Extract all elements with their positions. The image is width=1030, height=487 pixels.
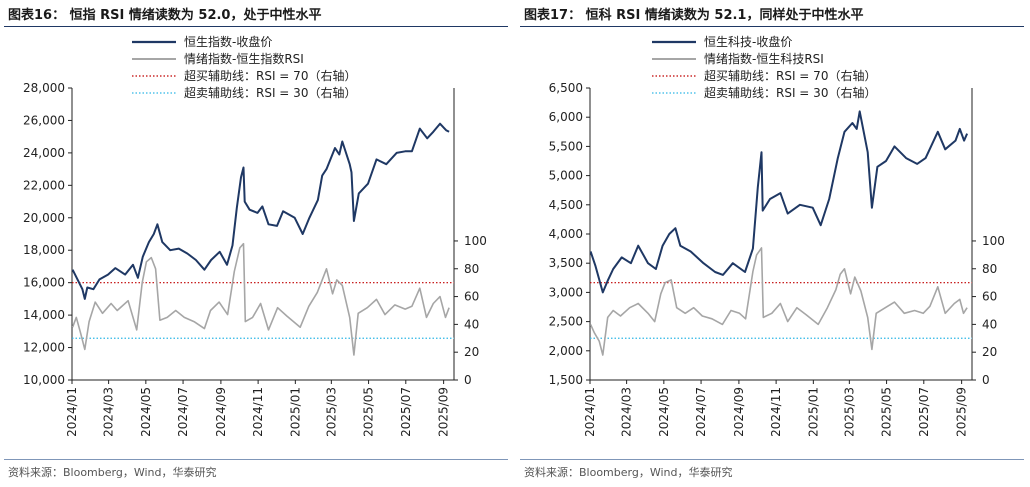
- source-divider: [520, 459, 1024, 460]
- left-y-tick-label: 24,000: [23, 146, 65, 160]
- left-y-tick-label: 5,500: [549, 139, 583, 153]
- figure-title: 图表16： 恒指 RSI 情绪读数为 52.0，处于中性水平: [8, 8, 322, 23]
- x-tick-label: 2024/01: [65, 387, 79, 437]
- x-tick-label: 2024/05: [139, 387, 153, 437]
- x-tick-label: 2025/03: [324, 387, 338, 437]
- x-tick-label: 2025/07: [399, 387, 413, 437]
- x-tick-label: 2025/03: [842, 387, 856, 437]
- right-y-tick-label: 60: [982, 290, 997, 304]
- x-tick-label: 2025/07: [917, 387, 931, 437]
- series-line-index: [71, 122, 450, 300]
- chart-panel-hsi: 图表16： 恒指 RSI 情绪读数为 52.0，处于中性水平 恒生指数-收盘价情…: [4, 0, 512, 487]
- left-y-tick-label: 4,000: [549, 227, 583, 241]
- left-y-tick-label: 5,000: [549, 169, 583, 183]
- left-y-tick-label: 14,000: [23, 308, 65, 322]
- right-y-tick-label: 40: [982, 317, 997, 331]
- legend-label-oversold: 超卖辅助线：RSI = 30（右轴）: [704, 85, 876, 100]
- left-y-tick-label: 20,000: [23, 211, 65, 225]
- x-tick-label: 2025/01: [806, 387, 820, 437]
- left-y-tick-label: 22,000: [23, 178, 65, 192]
- x-tick-label: 2025/05: [880, 387, 894, 437]
- title-divider: [520, 26, 1024, 27]
- legend-label-rsi: 情绪指数-恒生科技RSI: [704, 51, 824, 66]
- legend-label-overbought: 超买辅助线：RSI = 70（右轴）: [704, 68, 876, 83]
- right-y-tick-label: 40: [464, 317, 479, 331]
- left-y-tick-label: 12,000: [23, 341, 65, 355]
- x-tick-label: 2024/11: [251, 387, 265, 437]
- left-y-tick-label: 3,000: [549, 285, 583, 299]
- left-y-tick-label: 18,000: [23, 243, 65, 257]
- series-line-rsi: [71, 242, 450, 356]
- left-y-tick-label: 2,000: [549, 344, 583, 358]
- x-tick-label: 2024/09: [214, 387, 228, 437]
- x-tick-label: 2024/11: [769, 387, 783, 437]
- source-note: 资料来源：Bloomberg，Wind，华泰研究: [8, 466, 217, 479]
- series-line-index: [589, 110, 969, 294]
- x-tick-label: 2024/07: [176, 387, 190, 437]
- legend-label-oversold: 超卖辅助线：RSI = 30（右轴）: [184, 85, 356, 100]
- left-y-tick-label: 10,000: [23, 373, 65, 387]
- x-tick-label: 2024/01: [583, 387, 597, 437]
- x-tick-label: 2025/05: [362, 387, 376, 437]
- x-tick-label: 2024/07: [694, 387, 708, 437]
- x-tick-label: 2024/09: [732, 387, 746, 437]
- left-y-tick-label: 1,500: [549, 373, 583, 387]
- left-y-tick-label: 26,000: [23, 113, 65, 127]
- legend-label-index: 恒生科技-收盘价: [704, 34, 792, 49]
- x-tick-label: 2025/01: [288, 387, 302, 437]
- right-y-tick-label: 0: [982, 373, 990, 387]
- source-note: 资料来源：Bloomberg，Wind，华泰研究: [524, 466, 733, 479]
- chart-panel-hstech: 图表17： 恒科 RSI 情绪读数为 52.1，同样处于中性水平 恒生科技-收盘…: [520, 0, 1028, 487]
- legend-label-index: 恒生指数-收盘价: [184, 34, 272, 49]
- right-y-tick-label: 80: [982, 262, 997, 276]
- right-y-tick-label: 80: [464, 262, 479, 276]
- left-y-tick-label: 16,000: [23, 276, 65, 290]
- x-tick-label: 2025/09: [955, 387, 969, 437]
- left-y-tick-label: 2,500: [549, 315, 583, 329]
- left-y-tick-label: 4,500: [549, 198, 583, 212]
- series-line-rsi: [589, 247, 968, 356]
- right-y-tick-label: 0: [464, 373, 472, 387]
- legend-label-overbought: 超买辅助线：RSI = 70（右轴）: [184, 68, 356, 83]
- x-tick-label: 2024/03: [102, 387, 116, 437]
- left-y-tick-label: 28,000: [23, 81, 65, 95]
- x-tick-label: 2024/03: [620, 387, 634, 437]
- left-y-tick-label: 6,000: [549, 110, 583, 124]
- right-y-tick-label: 100: [464, 234, 487, 248]
- x-tick-label: 2024/05: [657, 387, 671, 437]
- legend-label-rsi: 情绪指数-恒生指数RSI: [184, 51, 304, 66]
- x-tick-label: 2025/09: [437, 387, 451, 437]
- left-y-tick-label: 3,500: [549, 256, 583, 270]
- right-y-tick-label: 60: [464, 290, 479, 304]
- source-divider: [4, 459, 508, 460]
- right-y-tick-label: 20: [464, 345, 479, 359]
- right-y-tick-label: 100: [982, 234, 1005, 248]
- right-y-tick-label: 20: [982, 345, 997, 359]
- title-divider: [4, 26, 508, 27]
- left-y-tick-label: 6,500: [549, 81, 583, 95]
- figure-title: 图表17： 恒科 RSI 情绪读数为 52.1，同样处于中性水平: [524, 8, 864, 23]
